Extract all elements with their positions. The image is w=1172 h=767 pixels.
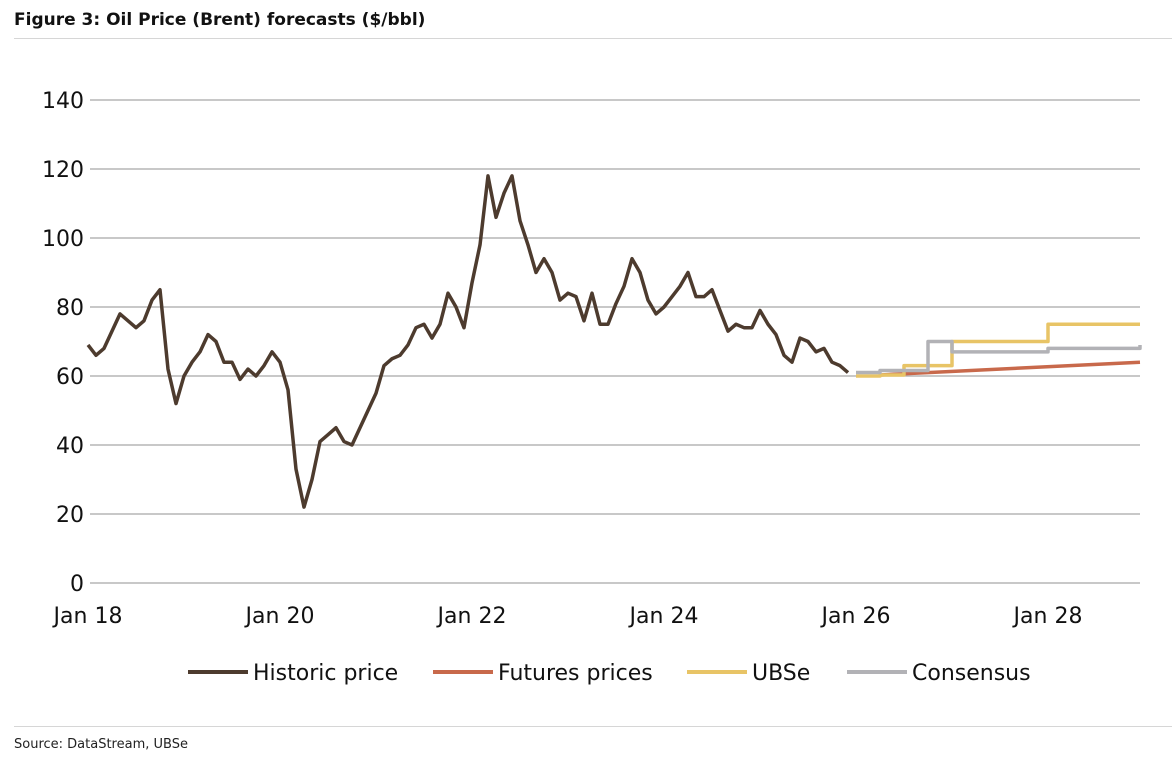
y-tick-label: 40 (56, 434, 84, 459)
series-line-historic (86, 174, 850, 509)
legend-label-consensus: Consensus (912, 661, 1031, 686)
y-tick-label: 0 (70, 572, 84, 597)
x-tick-label: Jan 18 (52, 604, 123, 629)
y-tick-label: 140 (42, 89, 84, 114)
x-tick-label: Jan 24 (628, 604, 699, 629)
x-tick-label: Jan 26 (820, 604, 891, 629)
x-tick-label: Jan 28 (1012, 604, 1083, 629)
source-divider (14, 726, 1172, 727)
series-line-futures (879, 360, 1141, 377)
source-note: Source: DataStream, UBSe (14, 737, 188, 752)
y-tick-label: 80 (56, 296, 84, 321)
legend-label-ubse: UBSe (752, 661, 810, 686)
y-tick-label: 60 (56, 365, 84, 390)
series-line-consensus (856, 339, 1142, 375)
x-tick-label: Jan 20 (244, 604, 315, 629)
y-tick-label: 100 (42, 227, 84, 252)
y-tick-label: 20 (56, 503, 84, 528)
x-tick-label: Jan 22 (436, 604, 507, 629)
figure-title: Figure 3: Oil Price (Brent) forecasts ($… (14, 10, 426, 30)
title-divider (14, 38, 1172, 39)
y-tick-label: 120 (42, 158, 84, 183)
legend-label-historic: Historic price (253, 661, 398, 686)
legend-label-futures: Futures prices (498, 661, 653, 686)
